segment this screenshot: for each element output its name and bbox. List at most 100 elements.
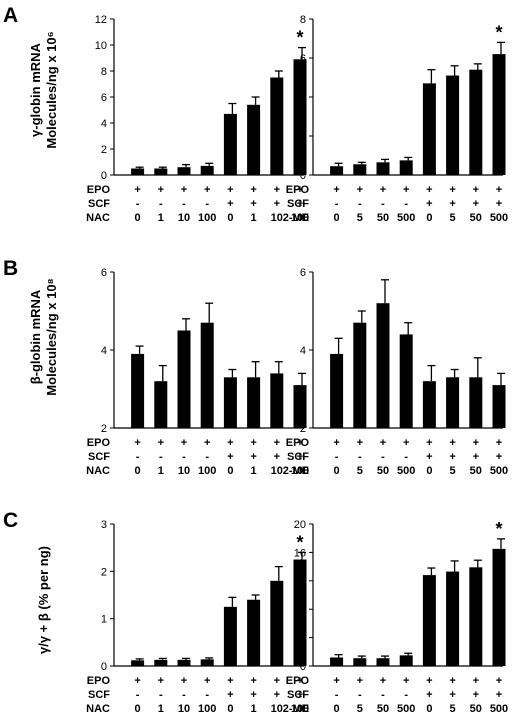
panel-a-left-condition-cell: 10 [271,212,283,224]
panel-b-left-condition-cell: 1 [251,465,257,477]
panel-b-left-bar [154,381,168,428]
panel-b-right-condition-cell: - [335,451,339,463]
panel-a-right-ytick-label: 6 [300,53,306,65]
panel-b-right-condition-cell: 500 [397,465,415,477]
panel-a-right-ytick-label: 8 [300,14,306,26]
panel-b-right-condition-cell: - [381,451,385,463]
panel-c-left-condition-cell: + [134,675,140,687]
panel-c-left-ytick-label: 2 [101,566,107,578]
panel-a-right-significance-star: * [495,22,502,42]
panel-a-left-bar [293,59,307,175]
panel-c-right-condition-label: EPO [286,675,310,687]
panel-a-left-condition-cell: + [274,184,280,196]
panel-a-right-condition-cell: 5 [450,212,456,224]
panel-b-left-condition-cell: + [250,437,256,449]
panel-b-left-ytick-label: 2 [101,423,107,435]
panel-a-left-ytick-label: 12 [95,14,107,26]
panel-a-right-condition-cell: - [381,198,385,210]
panel-b-right-condition-cell: + [496,437,502,449]
panel-a-left-condition-cell: - [205,198,209,210]
panel-a-right-condition-cell: + [473,184,479,196]
panel-b-right-bar [492,385,506,428]
panel-a-right-condition-cell: + [449,184,455,196]
panel-c-left-condition-label: EPO [87,675,111,687]
panel-c-right-bar [353,658,367,666]
panel-c-right-condition-cell: + [403,675,409,687]
panel-a-right-condition-cell: 500 [397,212,415,224]
panel-b-right-condition-cell: 0 [334,465,340,477]
panel-b-left-condition-cell: - [159,451,163,463]
panel-a-right-condition-cell: 50 [470,212,482,224]
panel-a-left-condition-cell: 100 [198,212,216,224]
panel-c-right-bar [469,567,483,666]
panel-a-left-ytick-label: 0 [101,170,107,182]
panel-b-right-condition-cell: - [404,451,408,463]
panel-b-right-bar [422,381,436,428]
panel-b-left-condition-label: NAC [86,465,110,477]
panel-a-right-condition-cell: + [380,184,386,196]
panel-a-right-bar [399,160,413,175]
panel-c-right-significance-star: * [495,519,502,539]
panel-a-right-condition-cell: 500 [490,212,508,224]
panel-b-right-condition-cell: + [333,437,339,449]
panel-a-left-condition-cell: + [250,184,256,196]
panel-letter-a: A [3,4,18,27]
panel-a-right-ytick-label: 2 [300,131,306,143]
row-a-ylabel-line1: γ-globin mRNA [28,42,43,136]
row-a-ylabel-line2: Molecules/ng x 10⁶ [44,31,59,148]
panel-b-right-condition-cell: - [358,451,362,463]
panel-c-right-condition-cell: + [496,675,502,687]
panel-c-left-condition-cell: 0 [227,703,233,715]
panel-b-right-condition-cell: 50 [377,465,389,477]
row-c-ylabel-line1: γ/γ + β (% per ng) [36,546,51,654]
panel-a-left-condition-cell: 10 [178,212,190,224]
panel-a-left-condition-cell: + [250,198,256,210]
panel-a-left-condition-cell: + [297,184,303,196]
panel-c-left-condition-cell: + [250,689,256,701]
panel-b-right-bar [353,322,367,428]
panel-b-left-ytick-label: 4 [101,345,107,357]
panel-a-left-condition-cell: 0 [135,212,141,224]
panel-a-left-condition-cell: - [159,198,163,210]
panel-b-left-condition-cell: 100 [198,465,216,477]
panel-a-right-condition-cell: + [449,198,455,210]
panel-a-right-condition-cell: + [496,198,502,210]
row-b-ylabel-line2: Molecules/ng x 10⁸ [44,278,59,395]
panel-b-left-condition-cell: + [250,451,256,463]
panel-c-right-ytick-label: 20 [294,519,306,531]
panel-a-right-bar [353,164,367,175]
panel-b-right-condition-cell: + [357,437,363,449]
panel-a-right-condition-cell: - [335,198,339,210]
panel-a-right-condition-cell: + [473,198,479,210]
panel-c-right-condition-cell: 5 [357,703,363,715]
panel-c-right-bar [446,571,460,666]
panel-b-left-bar [223,377,237,428]
panel-c-right-ytick-label: 16 [294,547,306,559]
panel-a-left-condition-cell: + [204,184,210,196]
panel-b-left-condition-cell: 10 [271,465,283,477]
panel-c-left-bar [293,559,307,666]
panel-c-right-ytick-label: 12 [294,576,306,588]
panel-a-left-condition-cell: + [227,184,233,196]
panel-c-right-condition-cell: 500 [490,703,508,715]
panel-c-right-condition-cell: 0 [426,703,432,715]
panel-a-left-condition-cell: + [158,184,164,196]
panel-c-right-condition-label: 2-ME [283,703,309,715]
panel-c-right-bar [376,658,390,666]
panel-c-right-condition-cell: - [335,689,339,701]
panel-letter-b: B [3,257,18,280]
panel-c-right-ytick-label: 4 [300,633,306,645]
panel-c-left-condition-cell: 100 [198,703,216,715]
panel-c-right-ytick-label: 0 [300,661,306,673]
panel-c-left-bar [154,659,168,666]
panel-c-left-condition-cell: + [297,689,303,701]
panel-c-right-condition-cell: 0 [334,703,340,715]
panel-b-left-condition-cell: + [297,437,303,449]
panel-a-left-ytick-label: 6 [101,92,107,104]
panel-a-left-condition-cell: 1 [158,212,164,224]
panel-a-right-bar [469,69,483,175]
row-a-ylabel: γ-globin mRNA Molecules/ng x 10⁶ [28,31,59,148]
panel-b-left-condition-cell: + [204,437,210,449]
